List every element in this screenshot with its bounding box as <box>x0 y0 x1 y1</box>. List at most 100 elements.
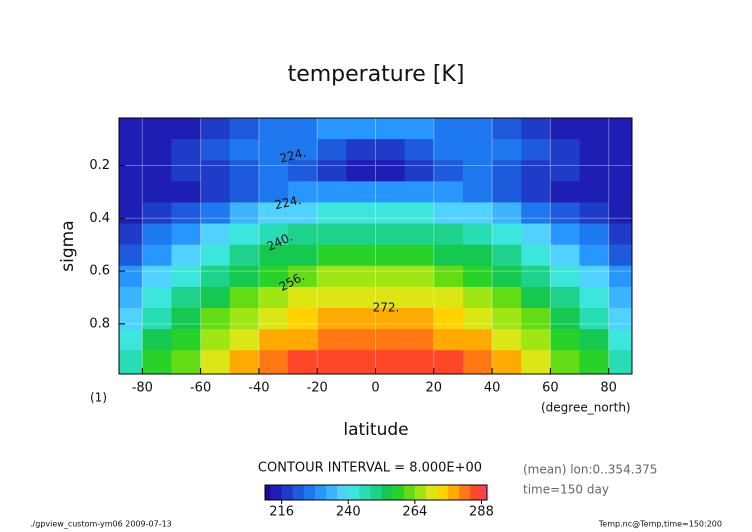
colorbar-segment <box>392 485 405 500</box>
contour-cell <box>579 118 610 140</box>
y-tick-label: 0.6 <box>89 264 110 279</box>
colorbar-segment <box>481 485 488 500</box>
contour-cell <box>317 118 347 140</box>
colorbar-tick-label: 288 <box>469 505 494 520</box>
contour-cell <box>608 286 632 309</box>
contour-cell <box>375 223 406 246</box>
contour-cell <box>433 244 464 267</box>
note: (mean) lon:0..354.375 <box>523 463 657 477</box>
contour-cell <box>550 118 581 140</box>
contour-cell <box>171 265 202 288</box>
contour-cell <box>229 265 260 288</box>
contour-cell <box>200 308 231 330</box>
contour-cell <box>375 286 406 309</box>
contour-cell <box>433 350 464 374</box>
contour-cell <box>550 329 581 351</box>
contour-cell <box>550 308 581 330</box>
contour-cell <box>200 160 231 182</box>
contour-cell <box>521 118 551 140</box>
contour-cell <box>462 265 493 288</box>
contour-cell <box>375 139 406 161</box>
contour-label: 224. <box>278 145 307 165</box>
contour-cell <box>317 350 347 374</box>
contour-cell <box>579 244 610 267</box>
colorbar-segment <box>359 485 371 500</box>
contour-cell <box>550 223 581 246</box>
contour-cell <box>579 265 610 288</box>
contour-cell <box>317 160 347 182</box>
contour-cell <box>521 160 551 182</box>
contour-cell <box>288 223 318 246</box>
contour-cell <box>288 118 318 140</box>
contour-cell <box>288 139 318 161</box>
contour-cell <box>317 223 347 246</box>
contour-cell <box>462 223 493 246</box>
contour-cell <box>404 265 435 288</box>
contour-cell <box>608 118 632 140</box>
x-axis-label: latitude <box>343 420 408 440</box>
contour-cell <box>404 308 435 330</box>
contour-cell <box>404 244 435 267</box>
contour-cell <box>171 223 202 246</box>
contour-cell <box>346 265 376 288</box>
contour-cell <box>462 286 493 309</box>
contour-cell <box>346 308 376 330</box>
contour-cell <box>492 223 522 246</box>
contour-cell <box>258 265 289 288</box>
contour-cell <box>317 329 347 351</box>
contour-cell <box>142 244 172 267</box>
contour-cell <box>288 350 318 374</box>
colorbar-segment <box>337 485 349 500</box>
contour-cell <box>258 286 289 309</box>
colorbar-segment <box>381 485 393 500</box>
contour-cell <box>200 181 231 203</box>
y-unit: (1) <box>90 391 107 405</box>
contour-cell <box>346 223 376 246</box>
contour-cell <box>171 160 202 182</box>
contour-cell <box>346 286 376 309</box>
x-tick-label: -20 <box>307 381 328 396</box>
contour-cell <box>375 350 406 374</box>
contour-cell <box>579 350 610 374</box>
contour-cell <box>200 118 231 140</box>
contour-cell <box>346 350 376 374</box>
colorbar-tick-label: 240 <box>336 505 361 520</box>
contour-cell <box>119 160 143 182</box>
contour-cell <box>608 350 632 374</box>
contour-cell <box>550 350 581 374</box>
contour-cell <box>258 329 289 351</box>
contour-cell <box>492 350 522 374</box>
colorbar-segment <box>448 485 460 500</box>
contour-cell <box>288 244 318 267</box>
contour-cell <box>579 160 610 182</box>
x-tick-label: -40 <box>248 381 269 396</box>
contour-cell <box>492 181 522 203</box>
contour-cell <box>119 118 143 140</box>
contour-cell <box>346 181 376 203</box>
colorbar-segment <box>303 485 316 500</box>
contour-cell <box>119 265 143 288</box>
contour-cell <box>288 181 318 203</box>
contour-cell <box>200 286 231 309</box>
contour-cell <box>404 202 435 225</box>
contour-cell <box>375 160 406 182</box>
contour-cell <box>608 244 632 267</box>
contour-interval: CONTOUR INTERVAL = 8.000E+00 <box>258 461 482 476</box>
contour-cell <box>317 139 347 161</box>
contour-cell <box>608 265 632 288</box>
contour-cell <box>521 265 551 288</box>
contour-cell <box>258 181 289 203</box>
contour-cell <box>288 265 318 288</box>
x-unit: (degree_north) <box>541 401 631 415</box>
contour-cell <box>550 265 581 288</box>
contour-cell <box>346 118 376 140</box>
contour-cell <box>521 329 551 351</box>
colorbar-segment <box>314 485 327 500</box>
contour-cell <box>375 329 406 351</box>
contour-cell <box>258 244 289 267</box>
contour-cell <box>462 160 493 182</box>
contour-cell <box>346 202 376 225</box>
footer: Temp.nc@Temp,time=150:200 <box>598 520 722 529</box>
contour-cell <box>317 308 347 330</box>
